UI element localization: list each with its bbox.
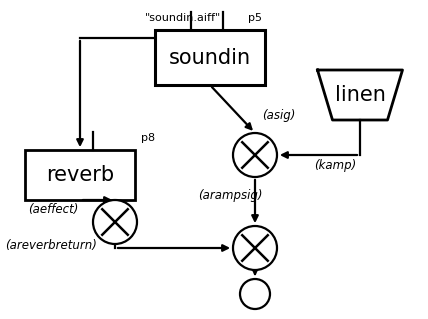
Text: (areverbreturn): (areverbreturn)	[5, 239, 97, 251]
Circle shape	[240, 279, 270, 309]
Text: reverb: reverb	[46, 165, 114, 185]
Text: soundin: soundin	[169, 48, 251, 68]
Circle shape	[233, 133, 277, 177]
Polygon shape	[318, 70, 402, 120]
Text: linen: linen	[335, 85, 386, 105]
Text: (kamp): (kamp)	[314, 159, 356, 172]
Bar	[25, 150, 135, 200]
Text: p8: p8	[141, 133, 155, 143]
Text: (aeffect): (aeffect)	[28, 204, 78, 217]
Text: "soundin.aiff": "soundin.aiff"	[145, 13, 221, 23]
Circle shape	[93, 200, 137, 244]
Bar	[155, 30, 265, 85]
Text: (arampsig): (arampsig)	[198, 189, 262, 203]
Text: p5: p5	[248, 13, 262, 23]
Circle shape	[233, 226, 277, 270]
Text: (asig): (asig)	[262, 108, 295, 122]
